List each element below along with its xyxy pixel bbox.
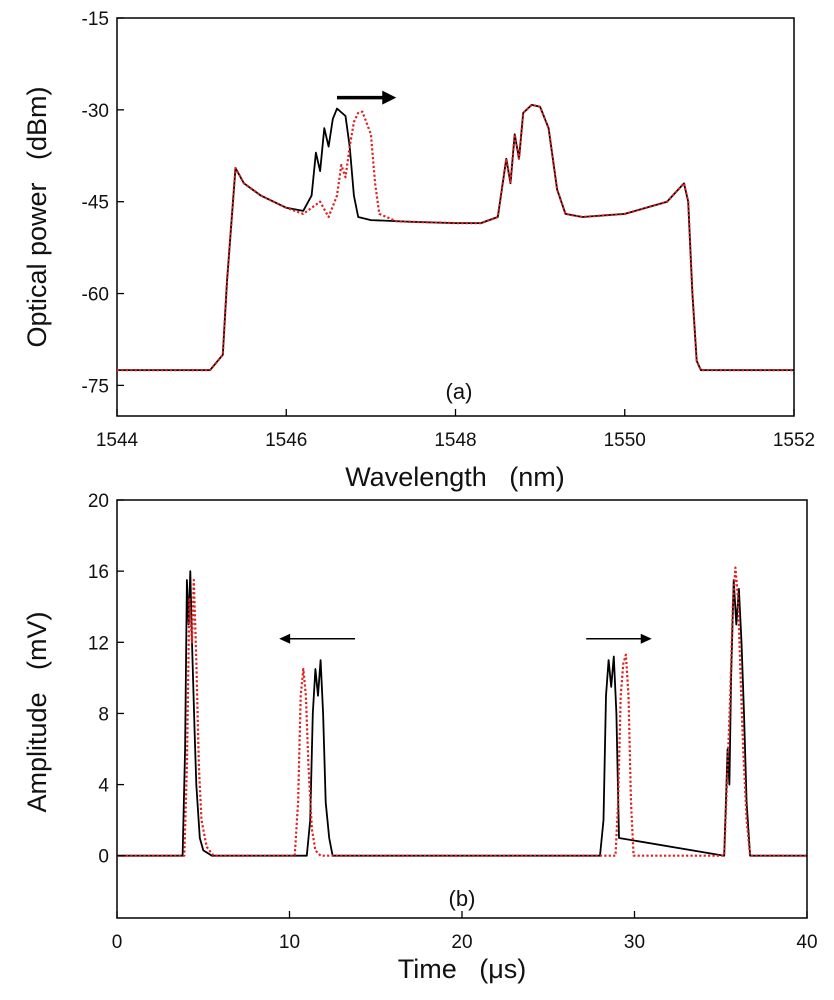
y-tick-label: 8 (98, 704, 109, 725)
data-lines-b (117, 566, 807, 857)
panel-label-a: (a) (446, 379, 473, 404)
y-axis-label-a: Optical power (dBm) (22, 86, 52, 347)
series-dotted (117, 103, 794, 372)
y-axis-label-b: Amplitude (mV) (22, 611, 52, 812)
series-dotted (117, 566, 807, 857)
ticks-b: 0 10 20 30 40 0 4 8 12 16 20 (88, 491, 818, 953)
plot-frame-a (116, 17, 795, 417)
ticks-a: 1544 1546 1548 1550 1552 -75 -60 -45 -30 -15 (82, 9, 816, 451)
x-tick-label: 10 (279, 932, 300, 953)
panel-label-b: (b) (449, 886, 476, 911)
y-tick-label: 4 (98, 776, 109, 797)
annotation-arrows-a (337, 90, 397, 105)
arrow-right-head (382, 90, 397, 105)
y-tick-label: 16 (88, 562, 109, 583)
x-axis-label-a: Wavelength (nm) (345, 462, 565, 492)
arrow-right-head (640, 633, 652, 644)
y-tick-label: -15 (82, 9, 109, 30)
x-tick-label: 1544 (96, 430, 139, 451)
y-tick-label: -45 (82, 193, 109, 214)
x-tick-label: 20 (451, 932, 472, 953)
y-tick-label: -75 (82, 376, 109, 397)
annotation-arrows-b (279, 633, 652, 644)
series-solid (117, 570, 807, 857)
y-tick-label: 0 (98, 847, 109, 868)
x-tick-label: 1550 (604, 430, 646, 451)
arrow-left-head (279, 633, 291, 644)
x-tick-label: 1548 (434, 430, 476, 451)
x-axis-label-b: Time (μs) (398, 954, 527, 984)
x-tick-label: 1546 (265, 430, 307, 451)
y-tick-label: -30 (82, 101, 109, 122)
y-tick-label: 20 (88, 491, 109, 512)
x-tick-label: 30 (624, 932, 645, 953)
y-tick-label: -60 (82, 285, 109, 306)
x-tick-label: 0 (112, 932, 123, 953)
data-lines-a (117, 103, 794, 372)
panel-a: 1544 1546 1548 1550 1552 -75 -60 -45 -30 -15 Wave… (22, 9, 815, 492)
x-tick-label: 40 (796, 932, 817, 953)
x-tick-label: 1552 (773, 430, 815, 451)
y-tick-label: 12 (88, 633, 109, 654)
series-solid (117, 104, 794, 372)
panel-b: 0 10 20 30 40 0 4 8 12 16 20 Time (μs) Amplitude (… (22, 491, 818, 984)
